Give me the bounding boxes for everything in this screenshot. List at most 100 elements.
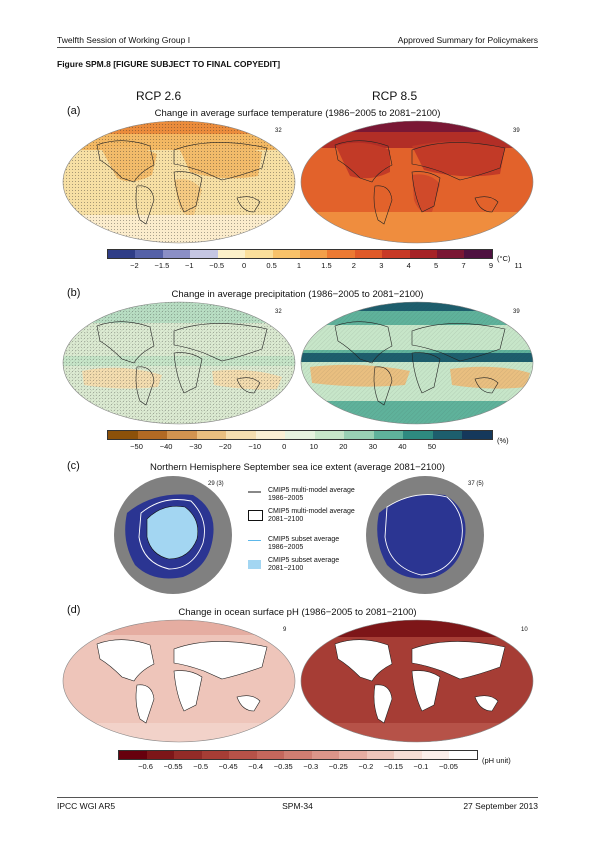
- panel-b-rcp85-map: [300, 301, 534, 425]
- panel-c-title: Northern Hemisphere September sea ice ex…: [150, 462, 445, 473]
- footer-left: IPCC WGI AR5: [57, 801, 116, 811]
- panel-b-colorbar: [107, 430, 493, 440]
- colorbar-swatch: [284, 751, 312, 759]
- colorbar-tick-label: 0: [242, 261, 247, 270]
- colorbar-tick-label: −50: [130, 442, 143, 451]
- colorbar-tick-label: −1.5: [154, 261, 170, 270]
- legend-multimodel-historical-text: CMIP5 multi-model average 1986−2005: [268, 487, 355, 502]
- colorbar-tick-label: 1.5: [321, 261, 332, 270]
- colorbar-tick-label: −2: [130, 261, 139, 270]
- panel-d-rcp26-map: [62, 619, 296, 743]
- colorbar-tick-label: −40: [159, 442, 173, 451]
- colorbar-swatch: [174, 751, 202, 759]
- colorbar-tick-label: −0.2: [358, 762, 374, 771]
- page-header: Twelfth Session of Working Group I Appro…: [57, 35, 538, 47]
- colorbar-swatch: [409, 250, 438, 258]
- colorbar-tick-label: −0.55: [163, 762, 183, 771]
- colorbar-swatch: [229, 751, 257, 759]
- colorbar-swatch: [464, 250, 492, 258]
- colorbar-swatch: [314, 431, 345, 439]
- panel-a-unit: (°C): [497, 254, 511, 263]
- legend-subset-future-text: CMIP5 subset average 2081−2100: [268, 557, 340, 572]
- colorbar-tick-label: 30: [368, 442, 378, 451]
- panel-d-left-model-count: 9: [283, 627, 287, 633]
- colorbar-tick-label: 9: [488, 261, 494, 270]
- colorbar-tick-label: 50: [427, 442, 437, 451]
- panel-c-rcp85-polar-map: [366, 476, 484, 594]
- panel-d-unit: (pH unit): [482, 756, 511, 765]
- colorbar-swatch: [162, 250, 191, 258]
- panel-b-rcp26-map: [62, 301, 296, 425]
- panel-a-colorbar: [107, 249, 493, 259]
- colorbar-tick-label: −1: [185, 261, 194, 270]
- colorbar-tick-label: −0.6: [138, 762, 153, 771]
- panel-a-label: (a): [67, 105, 81, 117]
- colorbar-swatch: [226, 431, 256, 439]
- colorbar-swatch: [217, 250, 246, 258]
- panel-c-label: (c): [67, 460, 80, 472]
- panel-a-left-model-count: 32: [275, 128, 282, 134]
- panel-d-colorbar: [118, 750, 478, 760]
- panel-a-title: Change in average surface temperature (1…: [154, 108, 441, 119]
- scenario-right-label: RCP 8.5: [372, 89, 418, 103]
- colorbar-tick-label: 7: [461, 261, 466, 270]
- colorbar-tick-label: 10: [309, 442, 318, 451]
- panel-b-right-model-count: 39: [513, 309, 520, 315]
- colorbar-swatch: [449, 751, 477, 759]
- panel-d-label: (d): [67, 604, 81, 616]
- colorbar-swatch: [432, 431, 463, 439]
- legend-subset-future-box: [248, 560, 261, 569]
- legend-multimodel-future-text: CMIP5 multi-model average 2081−2100: [268, 508, 355, 523]
- colorbar-swatch: [437, 250, 465, 258]
- colorbar-swatch: [119, 751, 147, 759]
- legend-subset-historical-text: CMIP5 subset average 1986−2005: [268, 536, 340, 551]
- colorbar-swatch: [421, 751, 450, 759]
- colorbar-tick-label: −0.1: [413, 762, 429, 771]
- colorbar-tick-label: 0.5: [266, 261, 277, 270]
- panel-a-right-model-count: 39: [513, 128, 520, 134]
- footer-date: 27 September 2013: [463, 801, 538, 811]
- panel-b-label: (b): [67, 287, 81, 299]
- colorbar-swatch: [137, 431, 168, 439]
- colorbar-swatch: [373, 431, 404, 439]
- colorbar-swatch: [403, 431, 433, 439]
- panel-a-rcp26-map: [62, 120, 296, 244]
- colorbar-swatch: [299, 250, 328, 258]
- colorbar-swatch: [190, 250, 218, 258]
- colorbar-swatch: [339, 751, 367, 759]
- colorbar-swatch: [201, 751, 230, 759]
- panel-d-colorbar-ticks: −0.6 −0.55 −0.5 −0.45 −0.4 −0.35 −0.3 −0.25 −0.2…: [118, 762, 476, 772]
- colorbar-swatch: [394, 751, 422, 759]
- header-left: Twelfth Session of Working Group I: [57, 35, 191, 45]
- panel-d-title: Change in ocean surface pH (1986−2005 to…: [178, 607, 417, 618]
- colorbar-tick-label: 5: [434, 261, 439, 270]
- colorbar-tick-label: −0.05: [438, 762, 458, 771]
- panel-c-right-model-count: 37 (5): [468, 481, 484, 487]
- colorbar-swatch: [135, 250, 163, 258]
- footer-page-number: SPM-34: [282, 801, 313, 811]
- panel-a-rcp85-map: [300, 120, 534, 244]
- colorbar-tick-label: −10: [248, 442, 262, 451]
- scenario-left-label: RCP 2.6: [136, 89, 182, 103]
- footer-rule: [57, 797, 538, 798]
- colorbar-swatch: [354, 250, 383, 258]
- colorbar-swatch: [311, 751, 340, 759]
- colorbar-swatch: [366, 751, 395, 759]
- colorbar-tick-label: −0.25: [328, 762, 348, 771]
- legend-multimodel-future-box: [248, 510, 263, 521]
- panel-b-title: Change in average precipitation (1986−20…: [171, 289, 424, 300]
- panel-b-left-model-count: 32: [275, 309, 282, 315]
- colorbar-swatch: [167, 431, 197, 439]
- panel-d-right-model-count: 10: [521, 627, 528, 633]
- colorbar-swatch: [255, 431, 286, 439]
- page-footer: IPCC WGI AR5 SPM-34 27 September 2013: [57, 801, 538, 813]
- panel-d-rcp85-map: [300, 619, 534, 743]
- colorbar-tick-label: 4: [406, 261, 411, 270]
- colorbar-tick-label: 20: [339, 442, 348, 451]
- colorbar-tick-label: 40: [398, 442, 407, 451]
- colorbar-swatch: [285, 431, 315, 439]
- header-rule: [57, 47, 538, 48]
- panel-c-left-model-count: 29 (3): [208, 481, 224, 487]
- colorbar-tick-label: −0.3: [303, 762, 319, 771]
- legend-multimodel-historical-line: [248, 491, 261, 493]
